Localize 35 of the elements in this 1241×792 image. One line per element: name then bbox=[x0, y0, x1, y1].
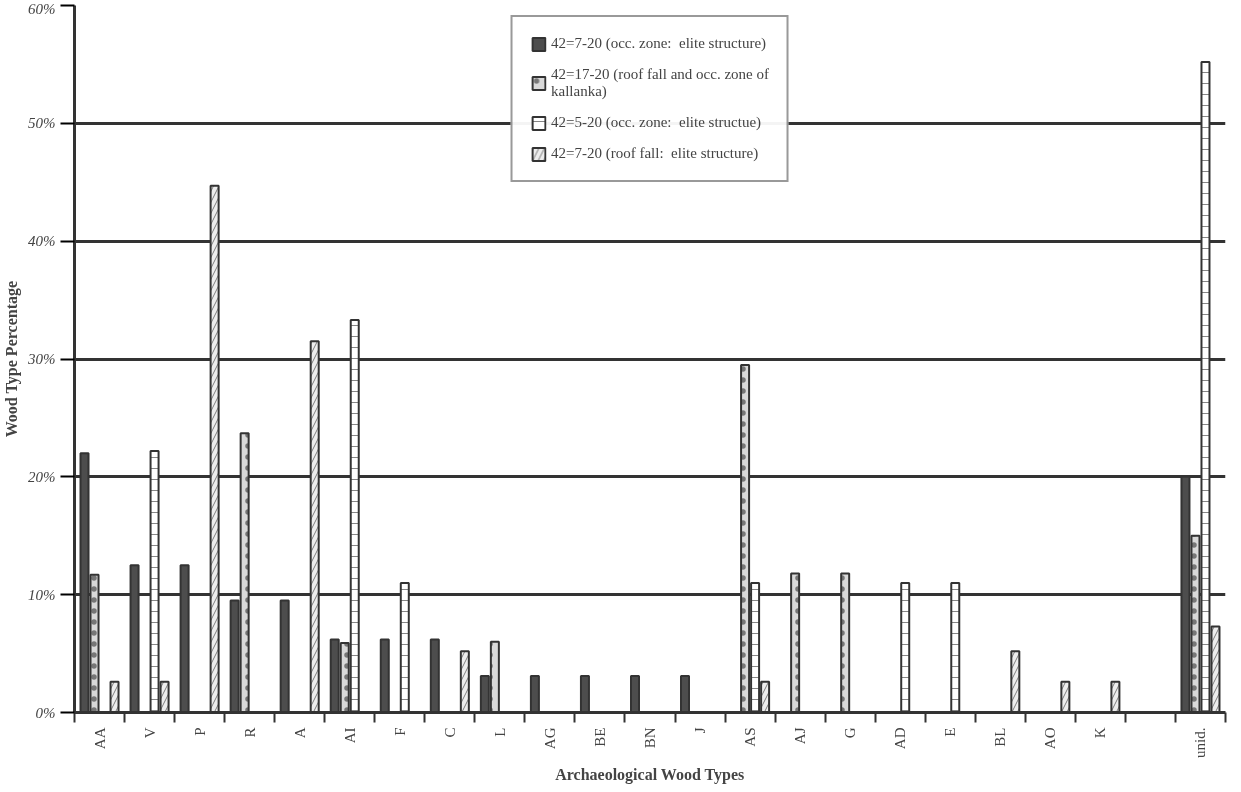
legend-label: 42=7-20 (occ. zone: elite structure) bbox=[551, 35, 767, 52]
x-tick-label: E bbox=[942, 727, 959, 737]
y-tick-label: 20% bbox=[28, 468, 56, 485]
x-tick-label: AI bbox=[341, 727, 358, 744]
y-tick-label: 30% bbox=[27, 351, 56, 367]
x-tick-label: J bbox=[692, 727, 709, 734]
x-tick-label: BE bbox=[591, 727, 608, 747]
x-tick-label: V bbox=[141, 727, 158, 739]
x-tick-label: G bbox=[842, 727, 859, 739]
x-tick-label: BL bbox=[992, 727, 1009, 747]
x-tick-label: AJ bbox=[792, 727, 809, 745]
x-tick-label: AD bbox=[892, 727, 909, 750]
x-axis-title: Archaeological Wood Types bbox=[555, 765, 745, 784]
y-tick-label: 40% bbox=[28, 233, 56, 250]
legend-label: 42=7-20 (roof fall: elite structure) bbox=[551, 145, 759, 162]
x-tick-label: BN bbox=[642, 727, 658, 749]
x-tick-label: unid. bbox=[1192, 727, 1209, 758]
y-tick-label: 10% bbox=[28, 586, 56, 603]
legend-label: 42=5-20 (occ. zone: elite structue) bbox=[551, 114, 762, 131]
y-tick-label: 0% bbox=[35, 704, 56, 721]
x-tick-label: AA bbox=[91, 727, 108, 750]
x-tick-label: AG bbox=[541, 727, 558, 750]
x-tick-label: F bbox=[391, 727, 408, 736]
x-tick-label: AS bbox=[742, 727, 759, 747]
legend-label: 42=17-20 (roof fall and occ. zone of kallanka) bbox=[551, 66, 769, 100]
x-tick-label: R bbox=[241, 727, 258, 738]
x-tick-label: K bbox=[1092, 727, 1109, 739]
x-tick-label: C bbox=[441, 727, 458, 738]
y-axis-title: Wood Type Percentage bbox=[3, 280, 21, 438]
x-tick-label: P bbox=[191, 727, 208, 736]
y-tick-label: 50% bbox=[28, 115, 56, 132]
x-tick-label: A bbox=[291, 727, 308, 739]
y-tick-label: 60% bbox=[28, 0, 56, 17]
x-tick-label: AO bbox=[1042, 727, 1059, 750]
x-tick-label: L bbox=[491, 727, 508, 737]
